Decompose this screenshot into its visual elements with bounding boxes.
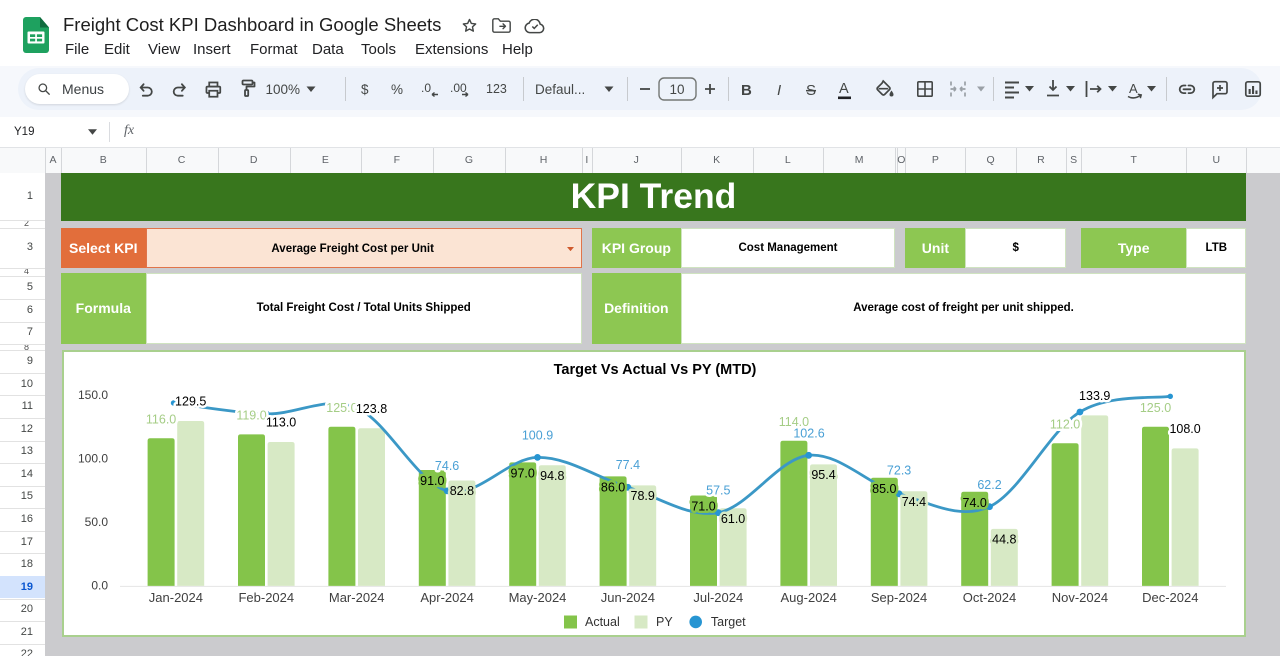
svg-text:May-2024: May-2024 bbox=[509, 590, 567, 605]
svg-text:Jun-2024: Jun-2024 bbox=[601, 590, 655, 605]
svg-text:A: A bbox=[1129, 81, 1138, 96]
svg-text:B: B bbox=[741, 82, 752, 99]
svg-text:91.0: 91.0 bbox=[420, 474, 444, 488]
svg-text:108.0: 108.0 bbox=[1169, 422, 1200, 436]
svg-text:Target: Target bbox=[711, 615, 746, 629]
svg-text:.00: .00 bbox=[450, 81, 467, 95]
svg-text:78.9: 78.9 bbox=[631, 489, 655, 503]
svg-text:Feb-2024: Feb-2024 bbox=[238, 590, 294, 605]
svg-text:100.0: 100.0 bbox=[78, 451, 108, 465]
svg-text:50.0: 50.0 bbox=[85, 514, 109, 528]
svg-text:Nov-2024: Nov-2024 bbox=[1052, 590, 1108, 605]
svg-text:62.2: 62.2 bbox=[977, 477, 1001, 491]
svg-text:Target Vs Actual Vs PY (MTD): Target Vs Actual Vs PY (MTD) bbox=[554, 361, 757, 377]
svg-text:119.0: 119.0 bbox=[236, 408, 266, 422]
svg-text:A: A bbox=[839, 81, 849, 97]
svg-text:Apr-2024: Apr-2024 bbox=[420, 590, 473, 605]
svg-text:102.6: 102.6 bbox=[793, 426, 824, 440]
svg-text:82.8: 82.8 bbox=[450, 484, 474, 498]
svg-text:Oct-2024: Oct-2024 bbox=[963, 590, 1016, 605]
svg-text:Jul-2024: Jul-2024 bbox=[693, 590, 743, 605]
svg-text:10: 10 bbox=[669, 82, 684, 97]
svg-text:Mar-2024: Mar-2024 bbox=[329, 590, 385, 605]
svg-text:95.4: 95.4 bbox=[811, 468, 835, 482]
svg-text:0.0: 0.0 bbox=[91, 578, 108, 592]
svg-text:123.8: 123.8 bbox=[356, 402, 387, 416]
svg-text:71.0: 71.0 bbox=[691, 499, 715, 513]
svg-text:100%: 100% bbox=[266, 82, 301, 97]
svg-text:129.5: 129.5 bbox=[175, 394, 206, 408]
svg-text:Actual: Actual bbox=[585, 615, 620, 629]
svg-text:Sep-2024: Sep-2024 bbox=[871, 590, 927, 605]
svg-text:86.0: 86.0 bbox=[601, 480, 625, 494]
svg-text:Defaul...: Defaul... bbox=[535, 82, 585, 97]
svg-text:85.0: 85.0 bbox=[872, 481, 896, 495]
svg-text:Aug-2024: Aug-2024 bbox=[781, 590, 837, 605]
svg-text:100.9: 100.9 bbox=[522, 428, 553, 442]
svg-text:74.4: 74.4 bbox=[902, 494, 926, 508]
svg-text:$: $ bbox=[361, 82, 369, 97]
svg-text:94.8: 94.8 bbox=[540, 468, 564, 482]
svg-text:%: % bbox=[391, 82, 403, 97]
svg-text:I: I bbox=[777, 82, 781, 99]
svg-text:.0: .0 bbox=[421, 81, 431, 95]
svg-text:S: S bbox=[806, 82, 816, 99]
svg-text:Jan-2024: Jan-2024 bbox=[149, 590, 203, 605]
svg-text:125.0: 125.0 bbox=[326, 400, 357, 414]
svg-text:97.0: 97.0 bbox=[511, 466, 535, 480]
svg-text:72.3: 72.3 bbox=[887, 463, 911, 477]
svg-text:PY: PY bbox=[656, 615, 673, 629]
svg-text:74.6: 74.6 bbox=[435, 459, 459, 473]
svg-text:133.9: 133.9 bbox=[1079, 389, 1110, 403]
svg-text:123: 123 bbox=[486, 82, 507, 96]
svg-text:57.5: 57.5 bbox=[706, 483, 730, 497]
svg-text:74.0: 74.0 bbox=[963, 495, 987, 509]
svg-text:77.4: 77.4 bbox=[616, 458, 640, 472]
svg-text:Dec-2024: Dec-2024 bbox=[1142, 590, 1198, 605]
svg-text:125.0: 125.0 bbox=[1140, 400, 1171, 414]
svg-text:150.0: 150.0 bbox=[78, 387, 108, 401]
svg-text:114.0: 114.0 bbox=[779, 414, 809, 428]
svg-text:112.0: 112.0 bbox=[1050, 417, 1080, 431]
svg-text:116.0: 116.0 bbox=[146, 412, 176, 426]
svg-text:61.0: 61.0 bbox=[721, 511, 745, 525]
svg-text:113.0: 113.0 bbox=[266, 415, 296, 429]
svg-text:44.8: 44.8 bbox=[992, 532, 1016, 546]
